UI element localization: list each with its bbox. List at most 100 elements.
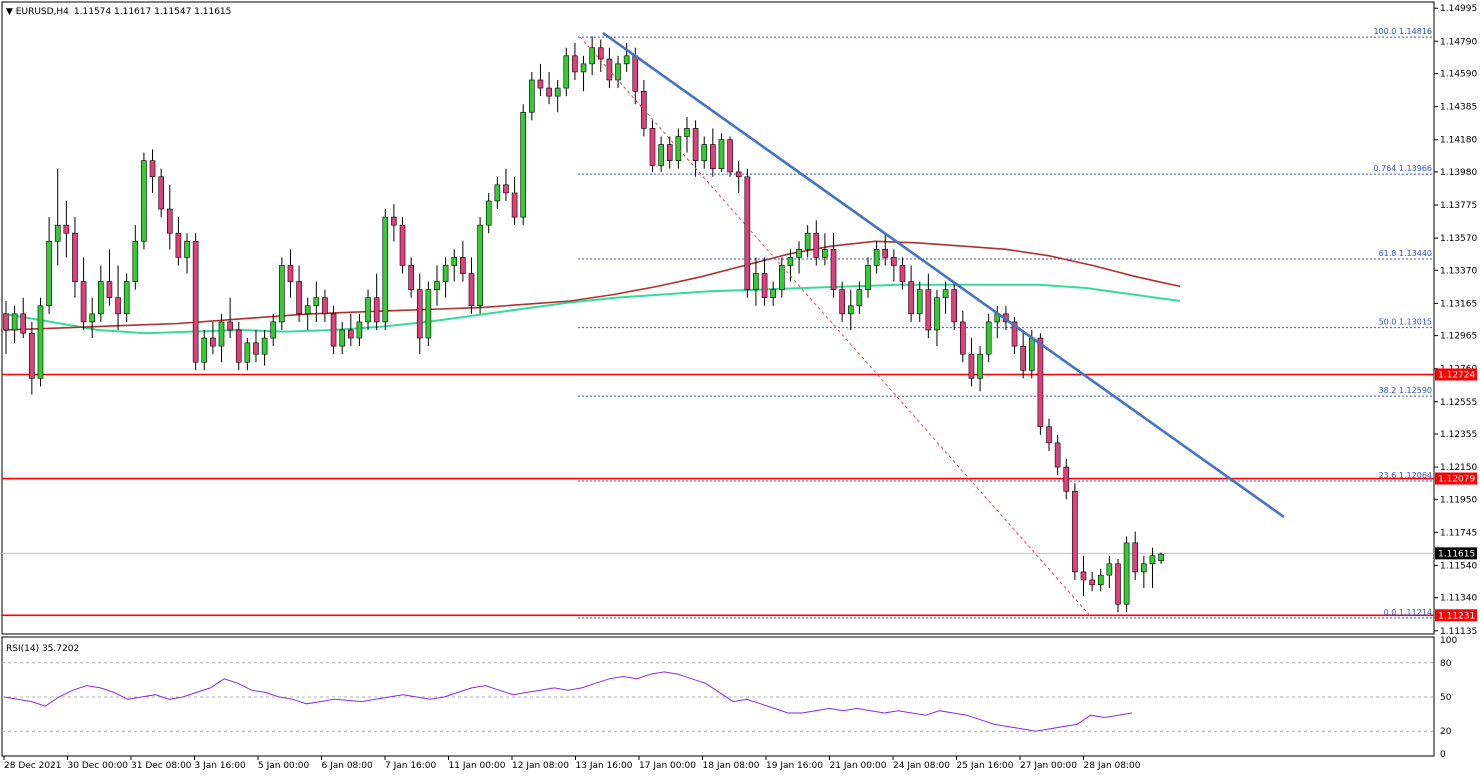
candle-body	[701, 144, 708, 161]
candle-body	[511, 192, 518, 218]
level-price-tag-label: 1.12724	[1438, 370, 1475, 380]
candle-body	[63, 224, 70, 234]
level-price-tag	[1435, 368, 1477, 381]
price-tick-label: 1.11135	[1440, 627, 1477, 637]
candle-body	[632, 55, 639, 92]
candle-body	[244, 342, 251, 363]
candle-body	[37, 305, 44, 379]
candle-body	[1054, 442, 1061, 468]
candle-body	[942, 289, 949, 299]
time-axis: 28 Dec 2021 30 Dec 00:00 31 Dec 08:00 3 Jan…	[3, 756, 1141, 771]
candle-body	[865, 265, 871, 290]
candle-body	[718, 139, 725, 170]
candle-body	[98, 281, 104, 315]
candle-body	[3, 313, 9, 331]
price-tick-label: 1.13165	[1440, 299, 1477, 309]
price-tick-label: 1.14180	[1440, 136, 1477, 146]
candle-body	[537, 79, 544, 89]
candle-body	[218, 321, 225, 347]
price-tick-label: 1.12355	[1440, 430, 1477, 440]
candle-body	[804, 232, 811, 250]
candle-body	[416, 289, 423, 339]
rsi-label: RSI(14) 35.7202	[6, 644, 79, 654]
time-tick-label: 17 Jan 00:00	[639, 761, 696, 771]
candle-body	[477, 224, 483, 307]
level-price-tag	[1435, 472, 1477, 485]
candle-body	[1132, 542, 1139, 573]
candle-body	[451, 257, 458, 266]
candle-body	[29, 332, 35, 379]
candle-body	[503, 184, 509, 194]
fib-level-label: 23.6 1.12064	[1379, 471, 1432, 480]
current-price-tag	[1435, 547, 1477, 560]
candle-body	[373, 297, 380, 323]
candle-body	[968, 353, 975, 379]
candle-body	[132, 240, 139, 282]
candle-body	[485, 200, 492, 226]
candle-body	[580, 63, 587, 73]
candle-body	[778, 265, 785, 290]
candle-body	[89, 313, 95, 323]
candle-body	[175, 232, 182, 258]
candle-body	[296, 281, 302, 315]
candle-body	[158, 176, 164, 210]
price-tick-label: 1.13370	[1440, 266, 1477, 276]
candle-body	[873, 249, 880, 266]
time-tick-label: 28 Dec 2021	[4, 761, 62, 771]
candle-body	[1046, 426, 1052, 444]
candle-body	[727, 139, 733, 173]
time-tick-label: 7 Jan 16:00	[385, 761, 437, 771]
time-tick-label: 24 Jan 08:00	[893, 761, 950, 771]
candle-body	[1149, 555, 1156, 565]
candle-body	[339, 329, 345, 347]
candle-body	[425, 289, 432, 339]
candle-body	[192, 240, 199, 363]
candle-body	[787, 257, 794, 266]
candle-body	[166, 208, 173, 234]
candle-body	[11, 313, 18, 331]
symbol-label: EURUSD,H4	[16, 7, 69, 17]
candle-body	[1115, 563, 1121, 605]
candle-body	[287, 265, 294, 282]
price-tick-label: 1.14995	[1440, 4, 1477, 14]
candle-body	[589, 47, 595, 65]
candle-body	[399, 224, 406, 266]
candle-body	[882, 249, 889, 258]
candle-body	[304, 305, 311, 315]
rsi-level-label: 100	[1440, 636, 1457, 646]
time-tick-label: 3 Jan 16:00	[195, 761, 247, 771]
candle-body	[666, 144, 673, 161]
time-tick-label: 27 Jan 00:00	[1020, 761, 1077, 771]
time-tick-label: 12 Jan 08:00	[512, 761, 569, 771]
candle-body	[210, 337, 216, 347]
time-tick-label: 21 Jan 00:00	[830, 761, 887, 771]
time-tick-label: 11 Jan 00:00	[449, 761, 506, 771]
candle-body	[796, 249, 802, 258]
trend-overlay[interactable]	[579, 31, 1285, 619]
price-tick-label: 1.13980	[1440, 168, 1477, 178]
symbol-dropdown-icon[interactable]: ▼	[6, 7, 16, 17]
candle-body	[149, 160, 156, 178]
candle-body	[1020, 345, 1026, 371]
candle-body	[1089, 579, 1095, 586]
candle-body	[1011, 321, 1018, 347]
candle-body	[468, 273, 475, 307]
candle-body	[977, 353, 983, 379]
candle-body	[330, 313, 337, 347]
candle-body	[563, 55, 570, 89]
price-tick-label: 1.13570	[1440, 234, 1477, 244]
fib-level-label: 38.2 1.12590	[1379, 386, 1432, 395]
candle-body	[692, 128, 699, 161]
level-price-tag	[1435, 609, 1477, 622]
candle-body	[72, 232, 78, 282]
candle-body	[201, 337, 208, 363]
candle-body	[1028, 337, 1035, 371]
candle-body	[1141, 563, 1147, 573]
rsi-level-label: 0	[1440, 750, 1446, 760]
candle-body	[675, 136, 682, 161]
fib-level-label: 0.764 1.13966	[1373, 164, 1432, 173]
price-tags: 1.12724 1.12079 1.11231 1.11615	[1435, 368, 1477, 622]
candle-body	[572, 55, 578, 73]
candle-body	[460, 257, 466, 274]
